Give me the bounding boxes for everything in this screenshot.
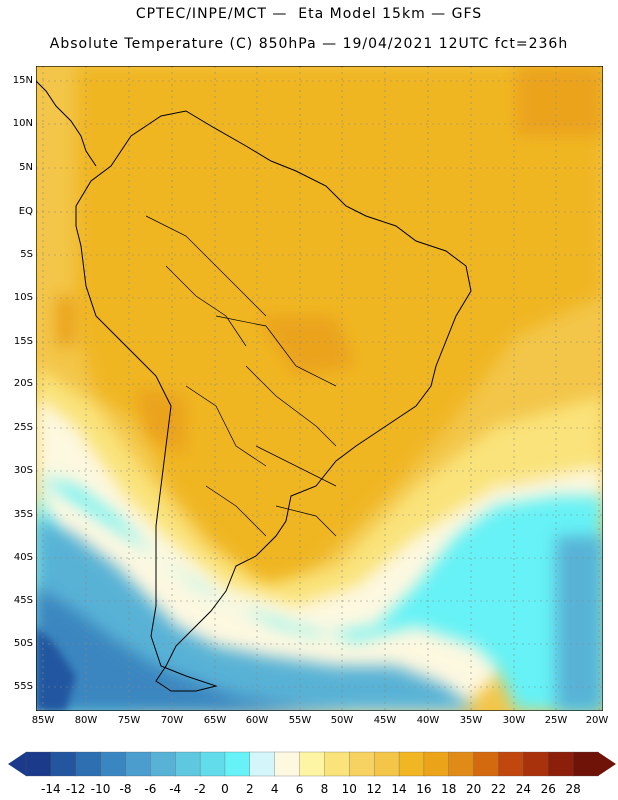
blue-band xyxy=(36,516,603,711)
lon-label: 20W xyxy=(585,715,609,726)
lon-label: 25W xyxy=(544,715,568,726)
lat-label: 50S xyxy=(13,638,33,649)
colorbar-tick-label: 18 xyxy=(441,782,457,796)
colorbar-swatch xyxy=(274,751,301,777)
colorbar-tick-label: 16 xyxy=(416,782,432,796)
colorbar-tick-label: -12 xyxy=(65,782,86,796)
lon-label: 65W xyxy=(203,715,227,726)
chart-title-line1: CPTEC/INPE/MCT — Eta Model 15km — GFS xyxy=(135,6,483,22)
lat-label: 5S xyxy=(20,249,33,260)
temperature-map xyxy=(36,66,603,711)
colorbar-tick-label: -4 xyxy=(169,782,182,796)
lon-label: 35W xyxy=(459,715,483,726)
colorbar-swatch xyxy=(224,751,251,777)
lon-label: 50W xyxy=(330,715,354,726)
colorbar-swatch xyxy=(150,751,176,777)
colorbar-tick-label: 2 xyxy=(245,782,254,796)
lon-label: 80W xyxy=(74,715,98,726)
central-america-coastline xyxy=(36,80,97,167)
colorbar-swatch xyxy=(473,751,500,777)
colorbar-tick-label: -14 xyxy=(41,782,61,796)
lat-label: 40S xyxy=(13,552,33,563)
cold-spot xyxy=(36,626,76,711)
colorbar-swatch xyxy=(448,751,475,777)
lat-label: 55S xyxy=(13,681,33,692)
colorbar-swatch xyxy=(572,751,599,777)
colorbar-tick-label: 20 xyxy=(466,782,482,796)
colorbar-tick-label: 28 xyxy=(565,782,581,796)
colorbar-tick-label: 4 xyxy=(270,782,279,796)
colorbar-swatch xyxy=(100,751,127,777)
colorbar-tick-label: 8 xyxy=(320,782,329,796)
lat-label: 25S xyxy=(13,422,33,433)
colorbar-arrow-left xyxy=(8,752,26,776)
lat-label: 15N xyxy=(12,75,33,86)
cyan-band xyxy=(36,476,603,711)
colorbar-swatch xyxy=(175,751,201,777)
colorbar-swatch xyxy=(249,751,276,777)
lat-label: 15S xyxy=(13,336,33,347)
country-borders xyxy=(145,215,337,537)
colorbar-swatch xyxy=(548,751,574,777)
colorbar-tick-label: 22 xyxy=(490,782,507,796)
colorbar-tick-label: 24 xyxy=(515,782,532,796)
colorbar-swatch xyxy=(125,751,151,777)
chart-title-line2: Absolute Temperature (C) 850hPa — 19/04/… xyxy=(49,36,569,52)
lon-label: 60W xyxy=(245,715,269,726)
colorbar-swatch xyxy=(199,751,226,777)
hot-spots xyxy=(56,66,603,456)
colorbar-tick-label: 0 xyxy=(221,782,229,796)
lon-label: 75W xyxy=(117,715,141,726)
colorbar-swatch xyxy=(398,751,425,777)
colorbar-swatch xyxy=(75,751,102,777)
colorbar-arrow-right xyxy=(598,752,616,776)
lat-label: EQ xyxy=(18,206,33,217)
lat-label: 20S xyxy=(13,378,33,389)
colorbar-swatch xyxy=(299,751,326,777)
lon-label: 85W xyxy=(31,715,55,726)
deep-blue-band xyxy=(36,586,356,711)
lat-label: 10S xyxy=(13,292,33,303)
lat-label: 45S xyxy=(13,595,33,606)
south-america-coastline xyxy=(75,110,472,692)
colorbar-tick-label: 10 xyxy=(341,782,357,796)
colorbar-swatch xyxy=(349,751,375,777)
colorbar-swatch xyxy=(374,751,400,777)
lat-label: 35S xyxy=(13,509,33,520)
temperature-field xyxy=(36,66,603,711)
colorbar-tick-label: -6 xyxy=(144,782,157,796)
colorbar-tick-label: -10 xyxy=(90,782,111,796)
lon-label: 30W xyxy=(502,715,526,726)
colorbar-tick-label: 14 xyxy=(391,782,407,796)
colorbar-swatch xyxy=(423,751,450,777)
coastlines xyxy=(36,80,472,692)
graticule xyxy=(36,66,603,711)
colorbar-swatch xyxy=(50,751,77,777)
colorbar-tick-label: -2 xyxy=(194,782,207,796)
lon-label: 40W xyxy=(416,715,440,726)
colorbar-tick-label: -8 xyxy=(119,782,132,796)
colorbar-tick-label: 12 xyxy=(366,782,382,796)
lat-label: 30S xyxy=(13,465,33,476)
colorbar-swatch xyxy=(324,751,350,777)
colorbar-tick-label: 6 xyxy=(295,782,304,796)
lon-label: 55W xyxy=(288,715,312,726)
lat-label: 10N xyxy=(12,118,33,129)
lon-label: 70W xyxy=(160,715,184,726)
lat-label: 5N xyxy=(19,162,33,173)
colorbar-swatch xyxy=(523,751,549,777)
colorbar xyxy=(8,751,616,777)
colorbar-swatch xyxy=(498,751,525,777)
colorbar-tick-label: 26 xyxy=(540,782,556,796)
lon-label: 45W xyxy=(373,715,397,726)
colorbar-swatch xyxy=(25,751,52,777)
